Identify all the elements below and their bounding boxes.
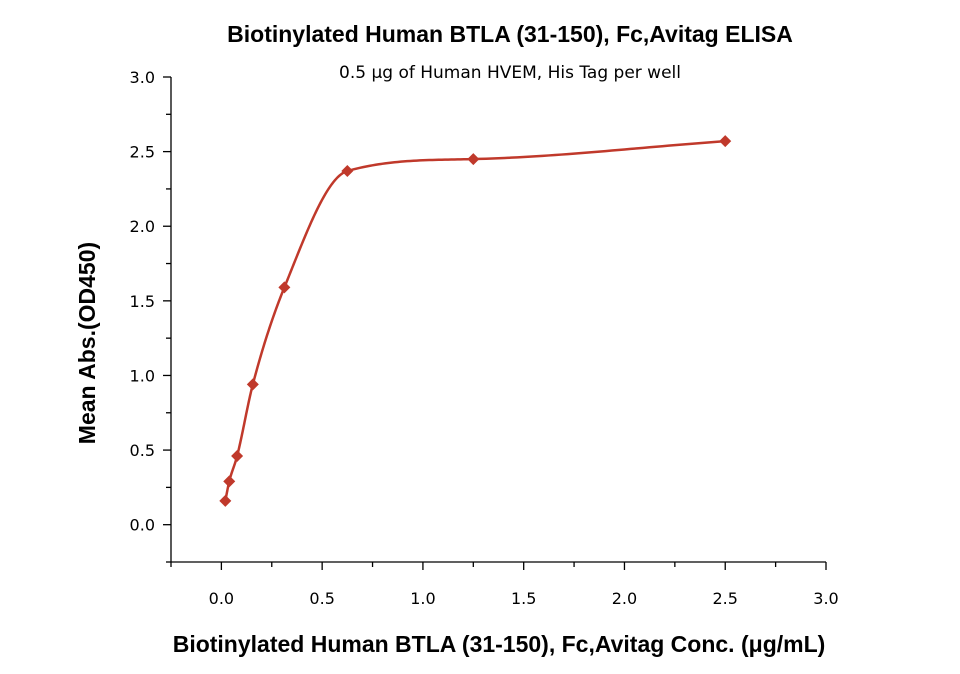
data-point: [719, 135, 732, 148]
y-tick-label: 2.5: [130, 143, 155, 162]
data-point: [341, 165, 354, 178]
y-tick-labels: 0.0 0.5 1.0 1.5 2.0 2.5 3.0: [130, 68, 155, 535]
x-tick-label: 2.5: [713, 589, 738, 608]
data-point: [467, 153, 480, 166]
y-tick-label: 0.5: [130, 441, 155, 460]
data-point: [231, 450, 244, 463]
y-tick-label: 1.5: [130, 292, 155, 311]
x-tick-label: 1.0: [410, 589, 435, 608]
fit-curve: [224, 139, 726, 502]
x-ticks: [170, 562, 827, 570]
y-axis-label: Mean Abs.(OD450): [74, 242, 100, 444]
chart-subtitle: 0.5 μg of Human HVEM, His Tag per well: [339, 63, 681, 83]
y-tick-label: 3.0: [130, 68, 155, 87]
x-tick-label: 2.0: [612, 589, 637, 608]
data-point: [278, 281, 291, 294]
data-point: [219, 494, 232, 507]
chart-title: Biotinylated Human BTLA (31-150), Fc,Avi…: [227, 21, 793, 47]
data-point: [246, 378, 259, 391]
x-tick-label: 0.5: [309, 589, 334, 608]
x-tick-labels: 0.0 0.5 1.0 1.5 2.0 2.5 3.0: [209, 589, 839, 608]
data-markers: [219, 135, 732, 507]
x-tick-label: 0.0: [209, 589, 234, 608]
y-ticks: [163, 76, 171, 563]
x-tick-label: 1.5: [511, 589, 536, 608]
y-tick-label: 0.0: [130, 516, 155, 535]
y-tick-label: 2.0: [130, 217, 155, 236]
data-point: [223, 475, 236, 488]
x-axis-label: Biotinylated Human BTLA (31-150), Fc,Avi…: [173, 631, 826, 657]
y-tick-label: 1.0: [130, 366, 155, 385]
x-tick-label: 3.0: [813, 589, 838, 608]
